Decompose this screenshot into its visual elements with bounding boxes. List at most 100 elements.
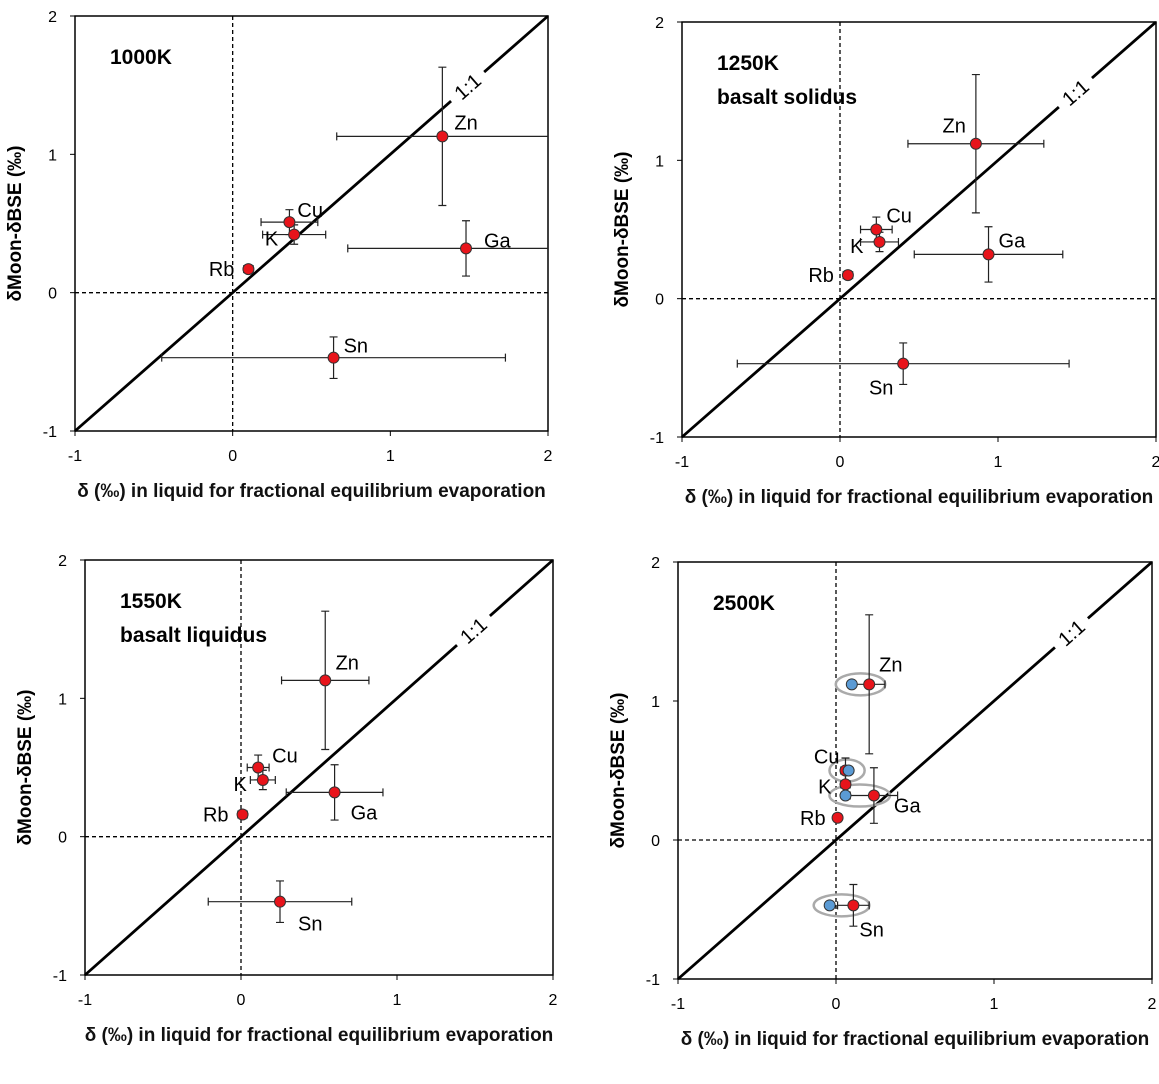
point <box>328 786 341 799</box>
point-label: Ga <box>351 802 379 824</box>
x-tick-label: 2 <box>1148 996 1157 1013</box>
point <box>839 789 852 802</box>
x-tick-label: 2 <box>549 992 558 1009</box>
point <box>867 789 880 802</box>
x-axis-label: δ (‰) in liquid for fractional equilibri… <box>77 481 546 502</box>
x-tick-label: 1 <box>386 448 395 465</box>
y-tick-label: -1 <box>646 972 660 989</box>
point-label: Rb <box>209 259 235 281</box>
point <box>969 137 982 150</box>
point-label: Sn <box>859 919 883 941</box>
error-bars <box>161 66 548 380</box>
point <box>274 895 286 908</box>
panel-title: 1550K <box>120 590 182 613</box>
x-axis-label: δ (‰) in liquid for fractional equilibri… <box>680 1029 1150 1050</box>
x-tick-label: -1 <box>671 996 685 1013</box>
plot-frame <box>677 561 1153 980</box>
point-label: Zn <box>454 112 477 134</box>
x-tick-label: -1 <box>675 454 689 471</box>
x-tick-label: 0 <box>228 448 237 465</box>
y-tick-label: 2 <box>48 9 57 26</box>
x-tick-label: 0 <box>836 454 845 471</box>
point <box>831 811 844 824</box>
point <box>897 357 910 370</box>
plot-frame <box>681 21 1157 438</box>
annotation-bg <box>448 606 498 654</box>
point <box>845 678 858 691</box>
x-tick-label: 1 <box>994 454 1003 471</box>
point-label: Sn <box>344 336 368 358</box>
panel-subtitle: basalt liquidus <box>120 624 267 647</box>
point <box>841 269 854 282</box>
y-axis-label: δMoon-δBSE (‰) <box>608 692 629 848</box>
y-tick-label: 0 <box>655 292 664 309</box>
point <box>436 130 449 143</box>
point <box>288 228 301 241</box>
point <box>870 223 883 236</box>
x-tick-label: 0 <box>237 992 246 1009</box>
point-label: Sn <box>869 378 893 400</box>
point-label: Zn <box>336 652 359 674</box>
x-axis-label: δ (‰) in liquid for fractional equilibri… <box>684 487 1154 508</box>
y-tick-label: 1 <box>651 694 660 711</box>
y-axis-label: δMoon-δBSE (‰) <box>612 151 633 307</box>
y-tick-label: -1 <box>43 424 57 441</box>
point-label: Sn <box>298 914 322 936</box>
y-axis-label: δMoon-δBSE (‰) <box>5 145 26 301</box>
point <box>839 778 852 791</box>
point <box>863 678 876 691</box>
y-tick-label: -1 <box>650 430 664 447</box>
panel-title: 1250K <box>717 52 779 75</box>
point-label: K <box>850 236 864 258</box>
point <box>847 899 860 912</box>
point <box>242 263 255 276</box>
point <box>842 764 855 777</box>
point <box>873 235 886 248</box>
point <box>460 242 473 255</box>
x-tick-label: 1 <box>990 996 999 1013</box>
y-tick-label: 1 <box>58 691 67 708</box>
panel-subtitle: basalt solidus <box>717 86 857 109</box>
point <box>982 248 995 261</box>
y-tick-label: 2 <box>58 553 67 570</box>
point-label: Ga <box>484 230 512 252</box>
x-tick-label: -1 <box>68 448 82 465</box>
x-tick-label: 1 <box>393 992 402 1009</box>
point-label: Cu <box>272 746 298 768</box>
point-label: Ga <box>999 230 1027 252</box>
point-label: Zn <box>943 116 966 138</box>
x-tick-label: -1 <box>78 992 92 1009</box>
point <box>823 899 836 912</box>
y-tick-label: 0 <box>58 830 67 847</box>
y-tick-label: 2 <box>655 15 664 32</box>
point-label: K <box>818 776 832 798</box>
panel-title: 2500K <box>713 592 775 615</box>
point-label: K <box>265 229 279 251</box>
annotation-bg <box>1046 608 1096 656</box>
point-label: Zn <box>879 654 902 676</box>
plot-frame <box>74 15 549 432</box>
y-tick-label: 1 <box>48 147 57 164</box>
point-label: Ga <box>894 796 922 818</box>
x-tick-label: 2 <box>544 448 553 465</box>
point-label: Cu <box>814 747 840 769</box>
point <box>283 216 296 229</box>
y-tick-label: -1 <box>53 968 67 985</box>
y-tick-label: 0 <box>651 833 660 850</box>
y-tick-label: 1 <box>655 153 664 170</box>
point-label: Rb <box>808 265 834 287</box>
y-tick-label: 0 <box>48 286 57 303</box>
x-axis-label: δ (‰) in liquid for fractional equilibri… <box>84 1025 554 1046</box>
panel-title: 1000K <box>110 46 172 69</box>
annotation-bg <box>1050 68 1100 116</box>
point <box>236 808 249 821</box>
point <box>319 674 332 687</box>
y-tick-label: 2 <box>651 555 660 572</box>
x-tick-label: 2 <box>1152 454 1159 471</box>
